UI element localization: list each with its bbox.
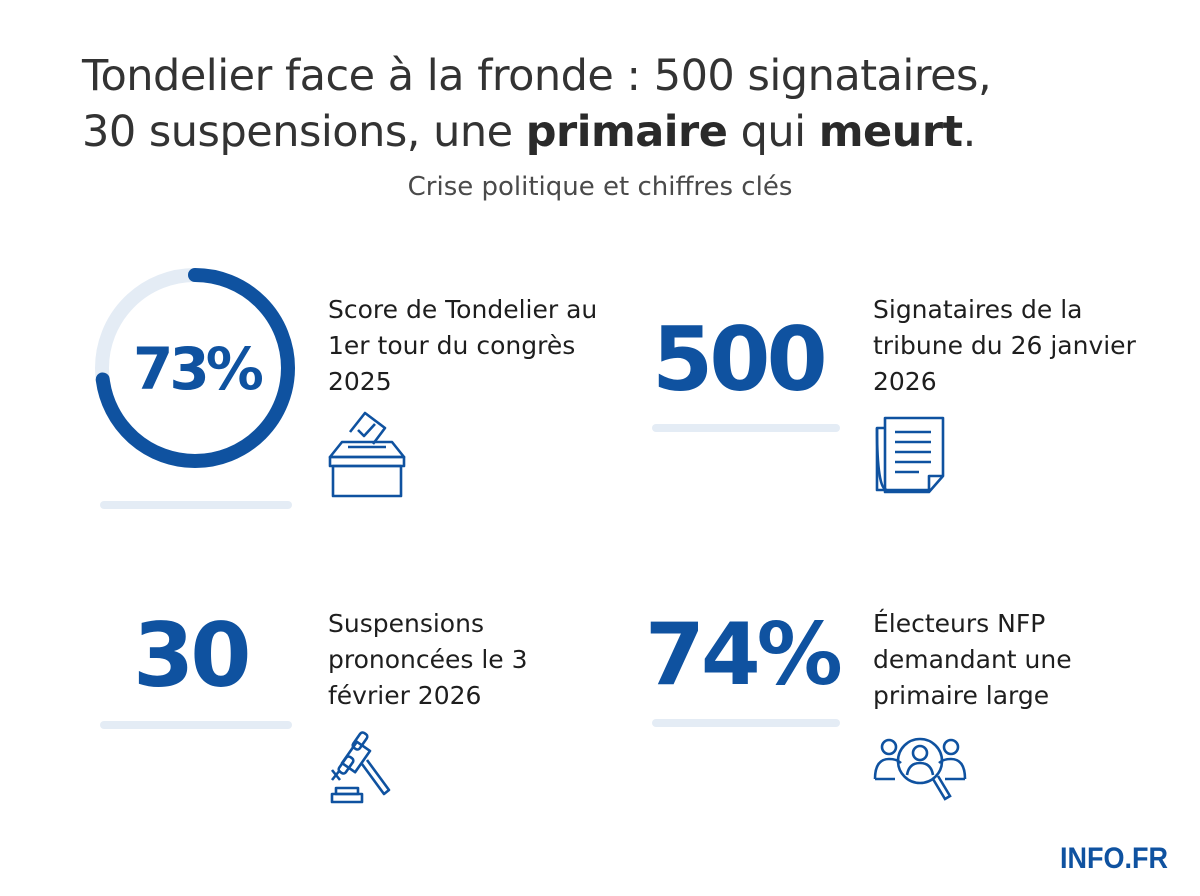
- gauge-arc: [95, 268, 295, 468]
- title-line-2: 30 suspensions, une primaire qui meurt.: [82, 107, 976, 157]
- divider-swoosh: [652, 719, 840, 727]
- page-title: Tondelier face à la fronde : 500 signata…: [82, 48, 992, 160]
- document-icon: [875, 416, 945, 494]
- brand-logo: INFO.FR: [1060, 842, 1168, 875]
- stat-label-suspensions: Suspensions prononcées le 3 février 2026: [328, 609, 528, 710]
- divider-swoosh: [100, 721, 292, 729]
- divider-swoosh: [100, 501, 292, 509]
- stat-value-signataires: 500: [652, 308, 828, 411]
- subtitle: Crise politique et chiffres clés: [407, 172, 793, 202]
- gauge-73: [95, 268, 295, 468]
- gavel-icon: [330, 731, 391, 804]
- stat-label-signataires: Signataires de la tribune du 26 janvier …: [873, 295, 1136, 396]
- stat-label-electeurs: Électeurs NFP demandant une primaire lar…: [873, 609, 1072, 710]
- people-search-icon: [873, 737, 967, 801]
- stat-value-electeurs: 74%: [645, 605, 843, 705]
- title-line-1: Tondelier face à la fronde : 500 signata…: [82, 51, 992, 101]
- divider-swoosh: [652, 424, 840, 432]
- ballot-box-icon: [328, 411, 406, 498]
- stat-value-suspensions: 30: [133, 604, 251, 707]
- stat-value-score: 73%: [133, 335, 264, 403]
- stat-label-score: Score de Tondelier au 1er tour du congrè…: [328, 295, 598, 396]
